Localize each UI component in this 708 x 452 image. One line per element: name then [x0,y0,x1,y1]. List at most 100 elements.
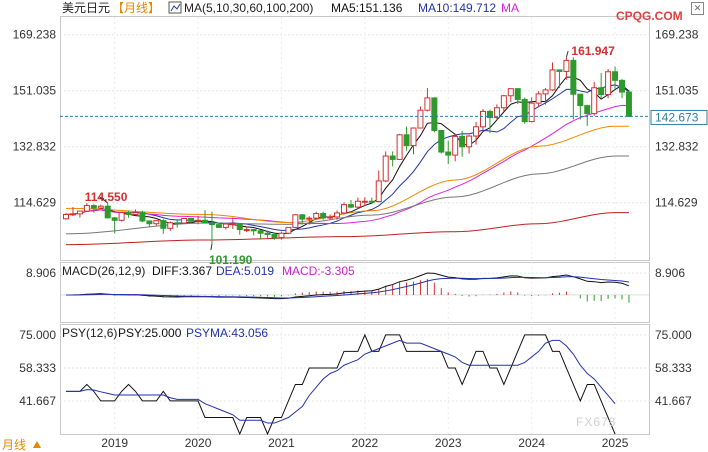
candle-body [139,212,146,222]
psy-tick-left: 58.333 [19,361,56,375]
psy-tick-left: 75.000 [19,328,56,342]
candle-body [320,213,327,219]
candle-body [375,180,382,203]
last-price-box [650,109,708,125]
candle-body [90,205,97,209]
early-high-marker [99,196,108,204]
candle-body [195,219,202,222]
candle-body [299,214,306,220]
x-tick-label: 2022 [351,436,378,450]
candle-body [563,59,570,72]
candle-body [250,229,257,232]
x-tick-label: 2023 [435,436,462,450]
close-icon[interactable]: ✕ [691,2,704,15]
candle-body [278,232,285,239]
candle-body [264,232,271,235]
candle-body [341,204,347,214]
candle-body [619,79,625,93]
candle-body [167,222,174,229]
candle-body [410,127,417,147]
candle-body [188,217,195,222]
psy-title: PSY(12,6) [62,326,117,340]
candle-body [556,69,563,72]
macd-panel-border [60,262,650,323]
candle-body [63,213,69,220]
ma100-line [65,155,629,235]
candle-body [69,213,76,216]
candle-body [389,155,396,160]
candle-body [306,217,313,220]
candle-body [146,220,153,225]
gridlines [60,17,650,434]
candle-body [459,135,466,148]
candle-body [584,105,591,115]
psy-panel-border [60,324,650,435]
macd-tick-left: 8.906 [26,266,56,280]
candle-body [174,222,181,225]
watermark-fx678: FX678 [576,415,616,429]
ma10-value: MA10:149.712 [418,1,496,15]
candle-body [466,135,473,148]
high-marker [565,51,569,58]
ma-extra-label: MA [501,1,519,15]
x-tick-label: 2021 [268,436,295,450]
candle-body [549,69,556,91]
candlesticks [63,57,632,245]
candle-body [285,226,292,234]
candle-body [347,204,354,208]
psy-indicator [66,333,616,436]
low-annotation: 101.190 [209,253,253,267]
candle-body [480,110,486,128]
candle-body [396,134,403,160]
candle-body [153,220,160,225]
price-tick-left: 114.629 [14,196,57,210]
candle-body [486,110,493,119]
candle-body [327,216,334,219]
psyma-value: PSYMA:43.056 [186,326,268,340]
psy-tick-left: 41.667 [19,394,56,408]
psy-tick-right: 75.000 [655,328,692,342]
period-dropdown-icon[interactable] [33,441,41,448]
period-tag[interactable]: 【月线】 [112,1,160,15]
candle-body [257,230,264,234]
pair-name: 美元日元 [62,1,110,15]
candle-body [313,213,320,219]
low-marker [210,243,213,251]
candle-body [160,220,167,229]
price-tick-right: 132.832 [655,140,699,154]
candle-body [452,135,459,156]
candle-body [243,229,250,232]
ma-toggle-icon[interactable] [168,1,182,14]
price-tick-right: 114.629 [655,196,698,210]
ma200-line [65,212,629,246]
x-tick-label: 2024 [518,436,545,450]
candle-body [229,223,236,226]
candle-body [292,214,299,228]
candle-body [500,95,507,109]
candle-body [271,233,278,239]
macd-indicator [60,272,650,303]
candle-body [528,102,535,123]
psyma-line [66,339,616,424]
period-button[interactable]: 月线 [2,438,26,452]
macd-title: MACD(26,12,9) [62,264,145,278]
candle-body [605,71,612,96]
x-tick-label: 2019 [101,436,128,450]
candle-body [535,93,542,104]
price-panel-frame [60,16,650,435]
candle-body [438,130,445,153]
candle-body [215,224,222,228]
candle-body [612,71,619,81]
candle-body [118,212,125,221]
ma10-line [65,84,630,231]
macd-value: MACD:-3.305 [282,264,355,278]
price-tick-left: 169.238 [13,28,57,42]
candle-body [493,107,500,119]
candle-body [111,217,118,221]
candle-body [625,91,632,117]
candle-body [97,205,104,209]
candle-body [507,88,514,97]
ma5-line [65,76,630,235]
psy-tick-right: 41.667 [655,394,692,408]
